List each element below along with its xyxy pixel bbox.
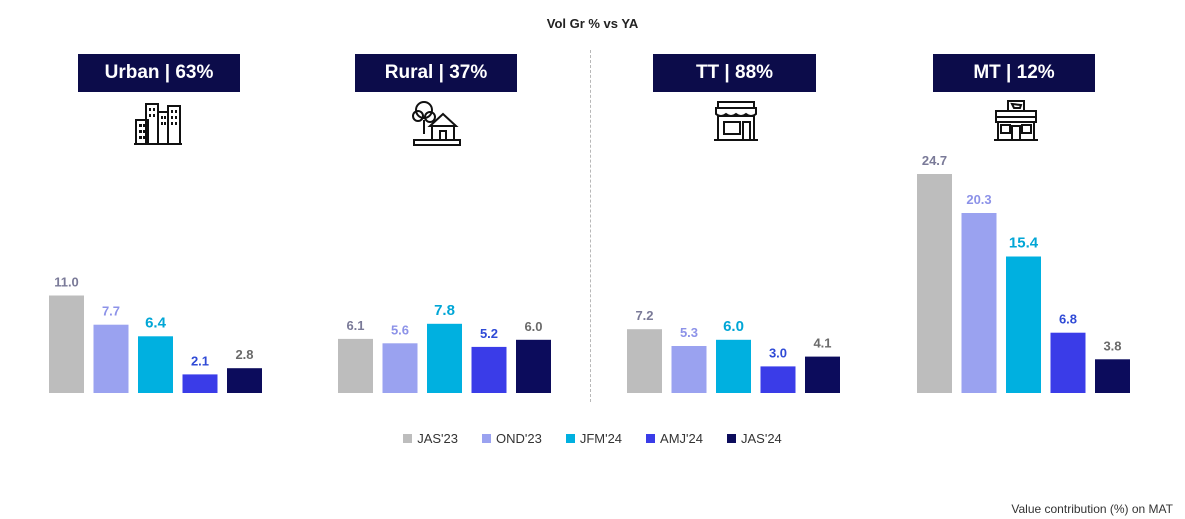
data-label-rural-ond23: 5.6 [391,322,409,337]
bar-rural-jfm24 [427,323,462,393]
bar-urban-jas24 [227,368,262,393]
data-label-tt-jfm24: 6.0 [723,318,744,335]
panel-header-mt: MT | 12% [933,54,1095,92]
panel-header-tt: TT | 88% [653,54,816,92]
storefront-icon [714,101,758,141]
data-label-rural-amj24: 5.2 [480,326,498,341]
legend-item-amj24: AMJ'24 [646,431,703,446]
data-label-mt-ond23: 20.3 [966,192,991,207]
bar-tt-jfm24 [716,339,751,393]
legend-swatch [403,434,413,443]
legend-swatch [646,434,656,443]
data-label-rural-jfm24: 7.8 [434,302,455,319]
bar-urban-jas23 [49,295,84,393]
data-label-tt-ond23: 5.3 [680,325,698,340]
rural-house-icon [412,101,461,146]
bar-rural-ond23 [382,343,418,393]
bar-tt-jas23 [627,329,662,393]
bar-urban-amj24 [182,374,218,393]
legend-swatch [565,434,575,443]
data-label-urban-jas23: 11.0 [54,275,79,290]
legend-label: JAS'23 [417,431,458,446]
bar-rural-jas24 [516,339,551,393]
legend-label: JAS'24 [741,431,782,446]
bar-mt-jfm24 [1006,256,1041,393]
bar-mt-jas24 [1095,359,1130,393]
legend-swatch [481,434,491,443]
legend-swatch [727,434,736,443]
data-label-mt-jfm24: 15.4 [1009,235,1039,252]
data-label-urban-ond23: 7.7 [102,304,120,319]
data-label-mt-jas24: 3.8 [1103,338,1121,353]
bar-mt-amj24 [1050,332,1086,393]
chart-title: Vol Gr % vs YA [546,16,639,31]
bar-mt-jas23 [917,174,952,393]
legend-item-jas24: JAS'24 [727,431,782,446]
data-label-rural-jas23: 6.1 [346,318,364,333]
city-buildings-icon [134,103,182,145]
bar-tt-amj24 [760,366,796,393]
data-label-urban-jas24: 2.8 [235,347,253,362]
legend-item-jfm24: JFM'24 [565,431,623,446]
data-label-tt-amj24: 3.0 [769,345,787,360]
legend-label: JFM'24 [579,431,623,446]
data-label-tt-jas24: 4.1 [813,336,831,351]
data-label-urban-amj24: 2.1 [191,353,209,368]
legend: JAS'23 OND'23 JFM'24 AMJ'24 JAS'24 [0,431,1185,446]
legend-item-ond23: OND'23 [481,431,542,446]
legend-label: OND'23 [495,431,542,446]
data-label-urban-jfm24: 6.4 [145,314,167,331]
panel-divider [590,50,591,402]
bar-tt-ond23 [671,346,707,393]
bar-rural-amj24 [471,346,507,393]
panel-header-rural: Rural | 37% [355,54,517,92]
supermarket-icon [994,100,1038,141]
bar-rural-jas23 [338,338,373,393]
bar-mt-ond23 [961,213,997,393]
data-label-mt-jas23: 24.7 [922,153,947,168]
footnote: Value contribution (%) on MAT [1011,502,1173,516]
bar-urban-ond23 [93,324,129,393]
legend-item-jas23: JAS'23 [403,431,458,446]
bar-tt-jas24 [805,356,840,393]
legend-label: AMJ'24 [660,431,703,446]
data-label-rural-jas24: 6.0 [524,319,542,334]
data-label-tt-jas23: 7.2 [635,308,653,323]
bar-urban-jfm24 [138,336,173,393]
data-label-mt-amj24: 6.8 [1059,312,1077,327]
panel-header-urban: Urban | 63% [78,54,240,92]
